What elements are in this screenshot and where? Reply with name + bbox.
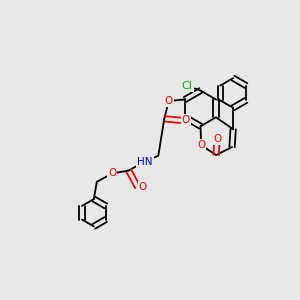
- Text: O: O: [197, 140, 205, 150]
- Text: O: O: [108, 169, 116, 178]
- Text: O: O: [139, 182, 147, 192]
- Text: O: O: [213, 134, 221, 144]
- Text: O: O: [165, 96, 173, 106]
- Text: Cl: Cl: [182, 81, 193, 91]
- Text: HN: HN: [137, 157, 153, 166]
- Text: O: O: [182, 115, 190, 125]
